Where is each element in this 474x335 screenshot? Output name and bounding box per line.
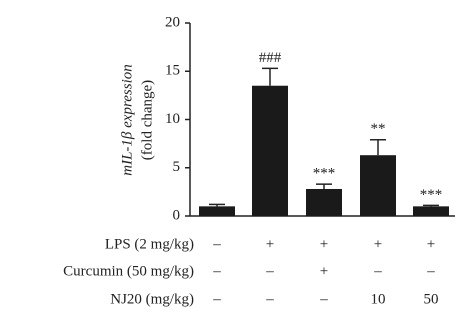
cell: – xyxy=(265,263,274,279)
cell: – xyxy=(265,291,274,307)
cell: 50 xyxy=(424,291,439,307)
y-tick-label: 0 xyxy=(173,207,181,223)
annotation: *** xyxy=(313,166,336,182)
cell: – xyxy=(373,263,382,279)
cell: + xyxy=(320,236,328,252)
row-label: NJ20 (mg/kg) xyxy=(110,291,194,307)
cell: – xyxy=(212,263,221,279)
row-label: Curcumin (50 mg/kg) xyxy=(63,263,194,279)
cell: – xyxy=(319,291,328,307)
annotation: ### xyxy=(259,50,282,66)
annotation: ** xyxy=(371,121,386,137)
cell: + xyxy=(374,236,382,252)
y-tick-label: 20 xyxy=(165,14,180,30)
bar xyxy=(252,85,288,216)
cell: + xyxy=(320,263,328,279)
y-axis-label: (fold change) xyxy=(139,80,155,160)
y-axis-label: mIL-1β expression xyxy=(119,64,135,175)
y-tick-label: 5 xyxy=(173,159,181,175)
cell: – xyxy=(212,236,221,252)
cell: – xyxy=(212,291,221,307)
cell: + xyxy=(427,236,435,252)
y-tick-label: 15 xyxy=(165,63,180,79)
bar xyxy=(413,206,449,216)
bar xyxy=(306,188,342,216)
bar xyxy=(360,155,396,216)
cell: + xyxy=(266,236,274,252)
y-tick-label: 10 xyxy=(165,111,180,127)
bar xyxy=(199,206,235,216)
cell: – xyxy=(426,263,435,279)
cell: 10 xyxy=(371,291,386,307)
row-label: LPS (2 mg/kg) xyxy=(105,236,194,252)
annotation: *** xyxy=(420,187,443,203)
